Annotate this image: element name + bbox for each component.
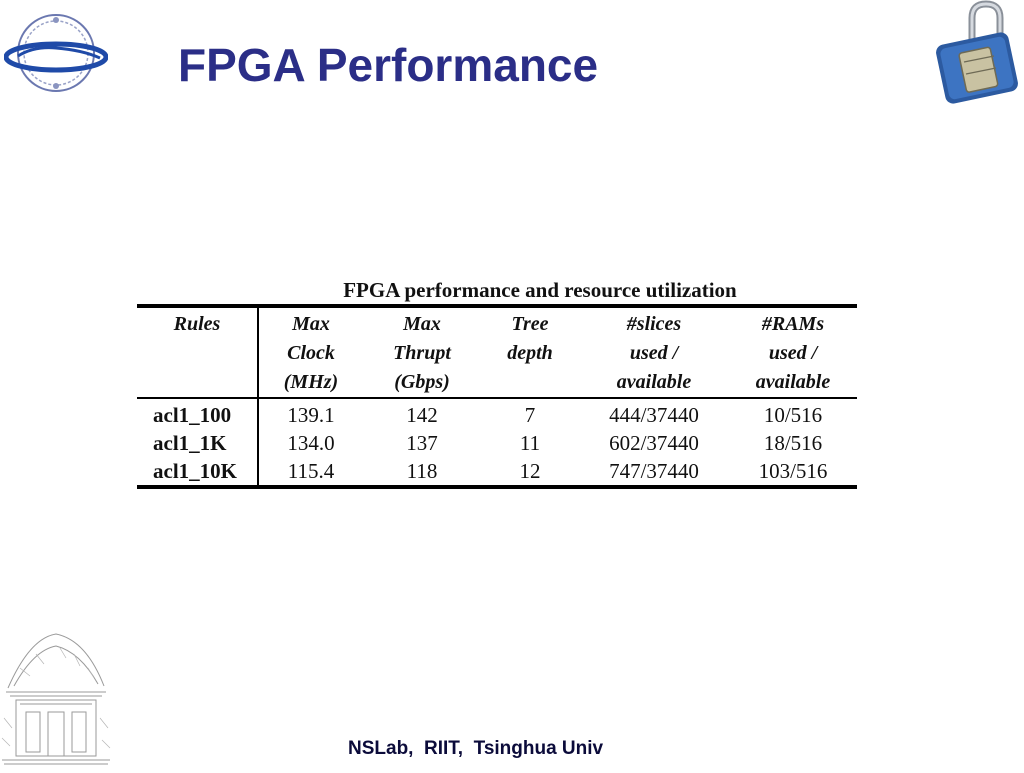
performance-table-block: FPGA performance and resource utilizatio… bbox=[137, 276, 857, 489]
padlock-icon bbox=[934, 0, 1024, 104]
slide-footer: NSLab, RIIT, Tsinghua Univ bbox=[348, 738, 604, 759]
header-tree-depth: Tree depth bbox=[481, 306, 579, 399]
cell-max-clock: 115.4 bbox=[287, 459, 335, 483]
cell-max-thrupt: 137 bbox=[406, 431, 438, 455]
slide-title: FPGA Performance bbox=[178, 39, 599, 91]
cell-slices: 602/37440 bbox=[609, 431, 699, 455]
nslab-logo-icon bbox=[3, 12, 109, 94]
header-slices: #slices used / available bbox=[579, 306, 729, 399]
cell-max-thrupt: 142 bbox=[406, 403, 438, 427]
table-row: acl1_10K 115.4 118 12 747/37440 103/516 bbox=[137, 457, 857, 487]
header-rules: Rules bbox=[137, 306, 259, 399]
cell-rams: 10/516 bbox=[763, 403, 823, 427]
cell-rams: 18/516 bbox=[763, 431, 823, 455]
cell-rule: acl1_100 bbox=[137, 398, 259, 429]
cell-slices: 747/37440 bbox=[609, 459, 699, 483]
header-max-thrupt: Max Thrupt (Gbps) bbox=[363, 306, 481, 399]
table-row: acl1_100 139.1 142 7 444/37440 10/516 bbox=[137, 398, 857, 429]
cell-tree-depth: 12 bbox=[519, 459, 541, 483]
building-sketch-icon bbox=[0, 628, 112, 768]
cell-max-thrupt: 118 bbox=[406, 459, 438, 483]
table-caption: FPGA performance and resource utilizatio… bbox=[343, 278, 737, 302]
header-rams: #RAMs used / available bbox=[729, 306, 857, 399]
cell-tree-depth: 7 bbox=[524, 403, 536, 427]
cell-slices: 444/37440 bbox=[609, 403, 699, 427]
header-max-clock: Max Clock (MHz) bbox=[258, 306, 363, 399]
cell-rule: acl1_1K bbox=[137, 429, 259, 457]
cell-rule: acl1_10K bbox=[137, 457, 259, 487]
cell-rams: 103/516 bbox=[758, 459, 828, 483]
cell-max-clock: 134.0 bbox=[287, 431, 335, 455]
table-header-row: Rules Max Clock (MHz) Max Thrupt (Gbps) … bbox=[137, 306, 857, 399]
cell-max-clock: 139.1 bbox=[287, 403, 335, 427]
cell-tree-depth: 11 bbox=[519, 431, 541, 455]
performance-table: Rules Max Clock (MHz) Max Thrupt (Gbps) … bbox=[137, 304, 857, 489]
table-row: acl1_1K 134.0 137 11 602/37440 18/516 bbox=[137, 429, 857, 457]
